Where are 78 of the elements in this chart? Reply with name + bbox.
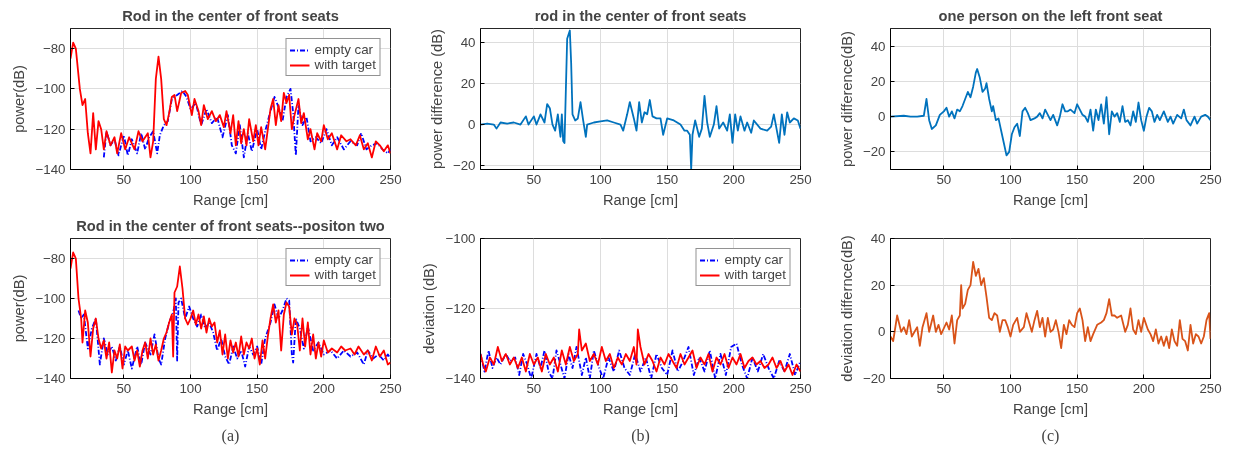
- legend-label: empty car: [724, 252, 784, 267]
- x-axis-title: Range [cm]: [1013, 400, 1088, 417]
- x-tick-label: 250: [1199, 380, 1222, 396]
- y-axis-title: power(dB): [11, 65, 28, 133]
- x-tick-label: 250: [789, 171, 812, 187]
- y-tick-label: 40: [870, 231, 886, 246]
- chart-title: Rod in the center of front seats--positon two: [76, 217, 385, 234]
- x-tick-label: 100: [179, 171, 202, 187]
- legend-label: empty car: [314, 42, 374, 57]
- legend-label: with target: [314, 267, 376, 282]
- x-tick-label: 250: [379, 380, 402, 396]
- x-tick-label: 150: [246, 380, 269, 396]
- y-tick-label: −140: [35, 162, 66, 177]
- y-tick-label: −140: [445, 371, 476, 386]
- x-tick-label: 250: [379, 171, 402, 187]
- x-tick-label: 100: [589, 380, 612, 396]
- x-tick-label: 250: [1199, 171, 1222, 187]
- x-axis-title: Range [cm]: [603, 191, 678, 208]
- chart-title: Rod in the center of front seats: [122, 7, 339, 24]
- chart-title: one person on the left front seat: [938, 7, 1163, 24]
- x-axis-title: Range [cm]: [603, 400, 678, 417]
- x-axis-title: Range [cm]: [1013, 191, 1088, 208]
- text: (a): [221, 426, 240, 445]
- y-axis-title: deviation (dB): [421, 263, 438, 354]
- y-tick-label: −20: [452, 157, 476, 173]
- x-axis-title: Range [cm]: [193, 400, 268, 417]
- legend-label: with target: [724, 267, 786, 282]
- y-axis-title: power(dB): [11, 274, 28, 343]
- x-tick-label: 200: [722, 171, 745, 187]
- x-axis-title: Range [cm]: [193, 191, 268, 208]
- x-tick-label: 200: [722, 380, 745, 396]
- y-tick-label: −120: [35, 331, 66, 346]
- y-tick-label: 20: [870, 73, 886, 89]
- x-tick-label: 50: [526, 380, 542, 396]
- x-tick-label: 200: [312, 171, 335, 187]
- x-tick-label: 50: [116, 380, 132, 396]
- x-tick-label: 150: [656, 380, 679, 396]
- y-tick-label: −20: [862, 371, 886, 386]
- y-tick-label: 20: [460, 76, 476, 92]
- y-tick-label: −100: [35, 291, 66, 306]
- x-tick-label: 50: [936, 380, 952, 396]
- x-tick-label: 200: [312, 380, 335, 396]
- x-tick-label: 200: [1132, 380, 1155, 396]
- y-tick-label: 0: [878, 324, 886, 340]
- text: (c): [1041, 426, 1060, 445]
- y-tick-label: 20: [870, 277, 886, 293]
- y-tick-label: 40: [460, 35, 476, 51]
- y-axis-title: deviation differnce(dB): [838, 235, 855, 382]
- y-axis-title: power difference(dB): [838, 31, 855, 167]
- x-tick-label: 50: [936, 171, 952, 187]
- y-tick-label: −20: [862, 144, 886, 160]
- y-tick-label: 0: [468, 117, 476, 133]
- x-tick-label: 150: [1066, 171, 1089, 187]
- x-tick-label: 100: [999, 171, 1022, 187]
- chart-title: rod in the center of front seats: [534, 7, 747, 24]
- x-tick-label: 200: [1132, 171, 1155, 187]
- y-tick-label: −100: [35, 81, 66, 97]
- x-tick-label: 100: [999, 380, 1022, 396]
- text: (b): [631, 426, 650, 445]
- y-tick-label: −140: [35, 371, 66, 386]
- x-tick-label: 100: [179, 380, 202, 396]
- y-axis-title: power difference (dB): [428, 29, 445, 169]
- x-tick-label: 50: [116, 171, 132, 187]
- y-tick-label: 40: [870, 38, 886, 54]
- legend-label: empty car: [314, 252, 374, 267]
- y-tick-label: −80: [42, 251, 66, 266]
- y-tick-label: −100: [445, 231, 476, 246]
- y-tick-label: −120: [445, 301, 476, 316]
- x-tick-label: 150: [246, 171, 269, 187]
- x-tick-label: 150: [656, 171, 679, 187]
- y-tick-label: −120: [35, 121, 66, 137]
- legend-label: with target: [314, 57, 376, 72]
- x-tick-label: 150: [1066, 380, 1089, 396]
- x-tick-label: 250: [789, 380, 812, 396]
- x-tick-label: 100: [589, 171, 612, 187]
- y-tick-label: 0: [878, 109, 886, 125]
- y-tick-label: −80: [42, 41, 66, 57]
- x-tick-label: 50: [526, 171, 542, 187]
